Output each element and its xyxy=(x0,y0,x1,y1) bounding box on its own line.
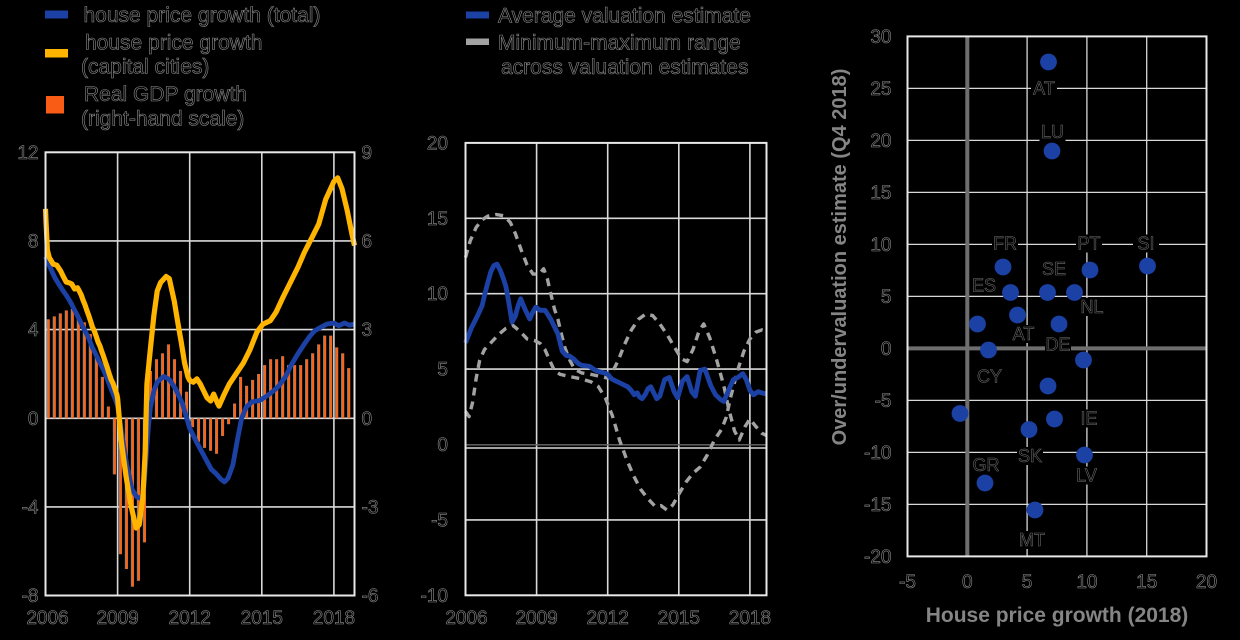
svg-text:15: 15 xyxy=(427,209,448,230)
svg-text:(right-hand scale): (right-hand scale) xyxy=(81,108,244,131)
svg-text:ES: ES xyxy=(972,276,996,296)
svg-text:-5: -5 xyxy=(875,391,892,412)
svg-text:4: 4 xyxy=(28,320,39,341)
svg-text:3: 3 xyxy=(362,320,373,341)
svg-text:2009: 2009 xyxy=(96,608,138,629)
svg-text:SE: SE xyxy=(1042,259,1066,279)
svg-text:Over/undervaluation estimate (: Over/undervaluation estimate (Q4 2018) xyxy=(829,69,851,446)
svg-text:SI: SI xyxy=(1137,234,1154,254)
svg-text:-10: -10 xyxy=(864,443,891,464)
svg-text:-10: -10 xyxy=(421,586,448,607)
svg-text:10: 10 xyxy=(870,235,891,256)
svg-text:20: 20 xyxy=(1196,572,1217,593)
svg-text:Real GDP growth: Real GDP growth xyxy=(84,83,247,106)
svg-text:(capital cities): (capital cities) xyxy=(81,56,209,79)
svg-text:PT: PT xyxy=(1077,234,1100,254)
svg-text:0: 0 xyxy=(437,435,448,456)
svg-text:-20: -20 xyxy=(864,547,891,568)
svg-text:6: 6 xyxy=(362,231,373,252)
svg-text:AT: AT xyxy=(1033,79,1055,99)
svg-text:10: 10 xyxy=(427,284,448,305)
svg-text:DE: DE xyxy=(1045,335,1070,355)
svg-text:NL: NL xyxy=(1080,297,1103,317)
svg-text:2006: 2006 xyxy=(445,608,487,629)
svg-text:-5: -5 xyxy=(431,510,448,531)
svg-text:2012: 2012 xyxy=(169,608,211,629)
svg-text:-3: -3 xyxy=(362,497,379,518)
svg-text:0: 0 xyxy=(362,409,373,430)
svg-text:5: 5 xyxy=(1022,572,1033,593)
svg-text:FR: FR xyxy=(993,234,1017,254)
svg-text:12: 12 xyxy=(17,143,38,164)
svg-text:5: 5 xyxy=(881,287,892,308)
svg-text:-8: -8 xyxy=(22,586,39,607)
svg-text:15: 15 xyxy=(870,183,891,204)
svg-text:10: 10 xyxy=(1076,572,1097,593)
svg-text:Minimum-maximum range: Minimum-maximum range xyxy=(498,32,741,55)
svg-text:house price growth: house price growth xyxy=(85,32,262,55)
svg-text:2018: 2018 xyxy=(729,608,771,629)
svg-text:GR: GR xyxy=(973,455,1000,475)
svg-text:-4: -4 xyxy=(22,497,39,518)
svg-text:0: 0 xyxy=(962,572,973,593)
svg-text:house price growth (total): house price growth (total) xyxy=(84,4,321,27)
svg-text:2012: 2012 xyxy=(587,608,629,629)
svg-text:2006: 2006 xyxy=(26,608,68,629)
svg-text:across valuation estimates: across valuation estimates xyxy=(501,56,748,79)
svg-text:-6: -6 xyxy=(362,586,379,607)
svg-text:0: 0 xyxy=(881,339,892,360)
svg-text:SK: SK xyxy=(1018,446,1042,466)
svg-text:LV: LV xyxy=(1076,466,1097,486)
svg-text:-5: -5 xyxy=(899,572,916,593)
svg-text:2015: 2015 xyxy=(658,608,700,629)
svg-text:Average valuation estimate: Average valuation estimate xyxy=(498,5,751,28)
svg-text:2009: 2009 xyxy=(515,608,557,629)
svg-text:15: 15 xyxy=(1136,572,1157,593)
svg-text:IE: IE xyxy=(1080,409,1097,429)
svg-text:House price growth (2018): House price growth (2018) xyxy=(926,604,1189,627)
svg-text:MT: MT xyxy=(1019,530,1045,550)
svg-text:9: 9 xyxy=(362,143,373,164)
svg-text:30: 30 xyxy=(870,27,891,48)
svg-text:LU: LU xyxy=(1041,122,1064,142)
svg-text:2018: 2018 xyxy=(313,608,355,629)
svg-text:20: 20 xyxy=(870,131,891,152)
svg-text:20: 20 xyxy=(427,133,448,154)
svg-text:0: 0 xyxy=(28,409,39,430)
svg-text:AT: AT xyxy=(1013,324,1035,344)
svg-text:CY: CY xyxy=(977,367,1002,387)
svg-text:2015: 2015 xyxy=(241,608,283,629)
svg-text:8: 8 xyxy=(28,231,39,252)
svg-text:-15: -15 xyxy=(864,495,891,516)
svg-text:25: 25 xyxy=(870,79,891,100)
svg-text:5: 5 xyxy=(437,360,448,381)
